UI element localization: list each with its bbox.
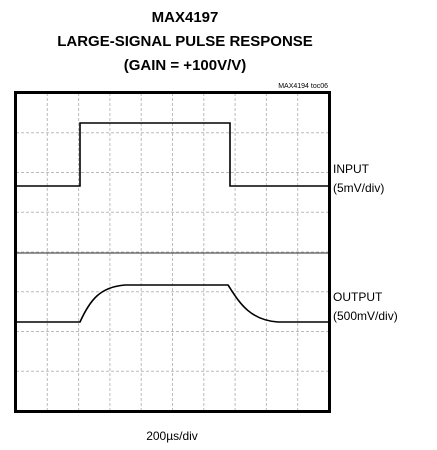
title-line: (GAIN = +100V/V): [124, 57, 247, 74]
timebase: 200µs/div: [146, 429, 198, 443]
figure-id: MAX4194 toc06: [278, 83, 328, 90]
title-line: MAX4197: [152, 9, 219, 26]
grid: [16, 93, 329, 411]
input-trace: [16, 122, 328, 187]
channel-scale: (500mV/div): [333, 309, 398, 323]
channel-name: INPUT: [333, 162, 370, 176]
screen-frame: [14, 91, 331, 413]
output-trace: [16, 284, 328, 323]
title-line: LARGE-SIGNAL PULSE RESPONSE: [57, 33, 313, 50]
channel-scale: (5mV/div): [333, 181, 384, 195]
channel-name: OUTPUT: [333, 290, 383, 304]
